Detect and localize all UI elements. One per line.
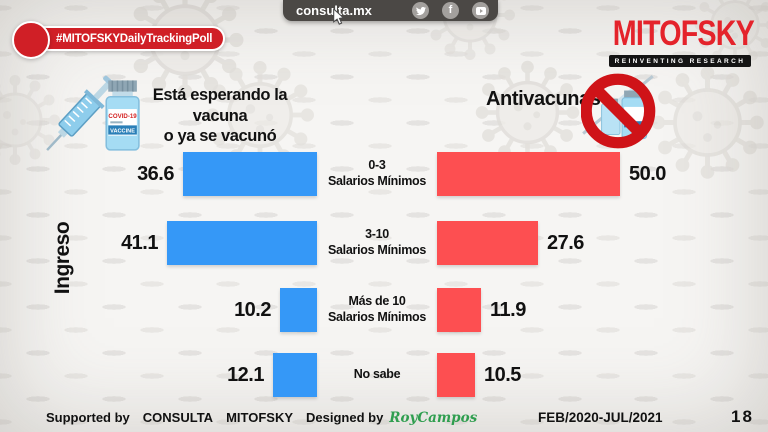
brand-mitofsky: MITOFSKY	[226, 410, 294, 425]
red-bar	[437, 221, 538, 265]
page-number: 18	[731, 407, 754, 426]
brand-consulta: CONSULTA	[142, 410, 214, 425]
social-icons: f	[412, 2, 489, 19]
mitofsky-logo: MITOFSKY REINVENTING RESEARCH	[598, 14, 762, 68]
left-bar-group: 10.2	[234, 288, 317, 332]
mouse-cursor-icon	[333, 9, 345, 25]
left-value-label: 12.1	[227, 363, 264, 386]
category-label: 3-10 Salarios Mínimos	[327, 227, 426, 257]
designer-signature: RoyCampos	[389, 410, 478, 426]
right-bar-group: 27.6	[437, 221, 584, 265]
chart-row: 41.1 3-10 Salarios Mínimos 27.6	[0, 221, 768, 265]
left-value-label: 10.2	[234, 298, 271, 321]
left-series-title-line1: Está esperando la vacuna	[152, 86, 288, 125]
blue-bar	[183, 152, 317, 196]
svg-text:COVID-19: COVID-19	[108, 113, 137, 120]
left-bar-group: 36.6	[137, 152, 317, 196]
designed-by: Designed by RoyCampos	[306, 410, 478, 426]
right-bar-group: 50.0	[437, 152, 666, 196]
no-vaccine-prohibition-icon	[581, 73, 656, 149]
right-bar-group: 10.5	[437, 353, 521, 397]
red-bar	[437, 152, 620, 196]
supported-by: Supported by CONSULTA MITOFSKY	[46, 410, 294, 425]
left-series-title-line2: o ya se vacunó	[163, 127, 277, 146]
daily-tracking-poll-badge: #MITOFSKYDailyTrackingPoll	[32, 26, 226, 51]
twitter-icon[interactable]	[412, 2, 429, 19]
youtube-icon[interactable]	[472, 2, 489, 19]
mitofsky-logo-text: MITOFSKY	[612, 14, 755, 53]
date-range: FEB/2020-JUL/2021	[538, 410, 663, 425]
badge-circle-icon	[12, 21, 50, 59]
left-value-label: 36.6	[137, 162, 174, 185]
left-bar-group: 41.1	[121, 221, 317, 265]
blue-bar	[280, 288, 317, 332]
right-value-label: 50.0	[629, 162, 666, 185]
right-value-label: 11.9	[490, 298, 526, 321]
blue-bar	[273, 353, 317, 397]
facebook-icon[interactable]: f	[442, 2, 459, 19]
right-value-label: 10.5	[484, 363, 521, 386]
left-value-label: 41.1	[121, 231, 158, 254]
svg-text:VACCINE: VACCINE	[110, 129, 135, 135]
blue-bar	[167, 221, 317, 265]
category-label: 0-3 Salarios Mínimos	[327, 158, 426, 188]
right-bar-group: 11.9	[437, 288, 526, 332]
chart-row: 36.6 0-3 Salarios Mínimos 50.0	[0, 152, 768, 196]
chart-row: 10.2 Más de 10 Salarios Mínimos 11.9	[0, 288, 768, 332]
site-header-bar: consulta.mx f	[283, 0, 498, 21]
mitofsky-logo-tagline: REINVENTING RESEARCH	[608, 55, 752, 68]
left-bar-group: 12.1	[227, 353, 317, 397]
red-bar	[437, 288, 481, 332]
category-label: Más de 10 Salarios Mínimos	[327, 294, 426, 324]
red-bar	[437, 353, 475, 397]
syringe-vaccine-vial-icon: COVID-19 VACCINE	[46, 75, 140, 151]
chart-row: 12.1 No sabe 10.5	[0, 353, 768, 397]
footer: Supported by CONSULTA MITOFSKY Designed …	[0, 405, 768, 432]
category-label: No sabe	[353, 367, 401, 382]
right-value-label: 27.6	[547, 231, 584, 254]
badge-label: #MITOFSKYDailyTrackingPoll	[56, 32, 213, 45]
left-series-title: Está esperando la vacuna o ya se vacunó	[126, 85, 314, 147]
